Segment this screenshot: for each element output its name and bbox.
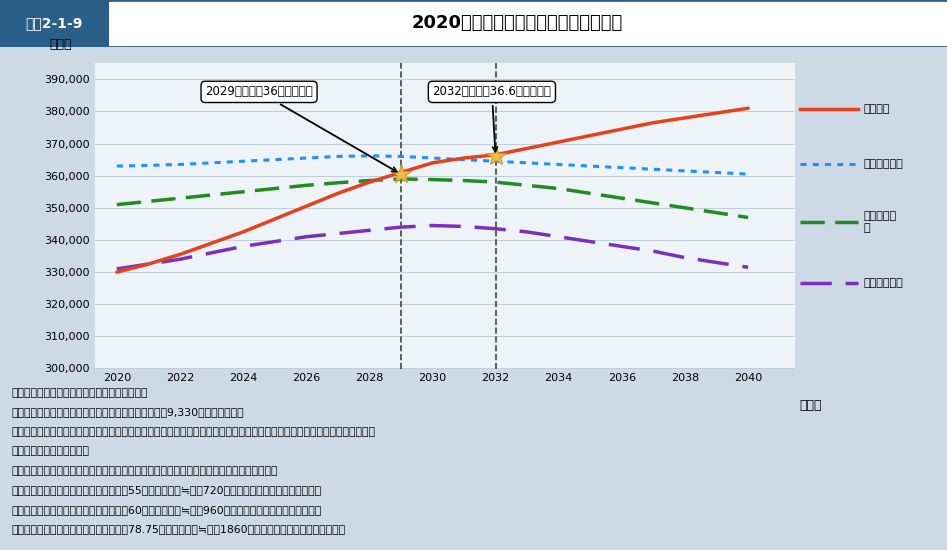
Text: 需要ケース３: 需要ケース３ [864, 278, 903, 288]
Text: 需要ケース１: 需要ケース１ [864, 159, 903, 169]
Text: ・ケース３（労働時間を週78.75時間に制限等≒年間1860時間の時間外・休日労働に相当）: ・ケース３（労働時間を週78.75時間に制限等≒年間1860時間の時間外・休日労… [11, 524, 346, 534]
Text: 2029年頃に約36万人で均衡: 2029年頃に約36万人で均衡 [205, 85, 397, 172]
Text: 資料：厚生労働省医政局医事課において作成。: 資料：厚生労働省医政局医事課において作成。 [11, 388, 148, 398]
Text: （注）　供給推計　今後の医学部定員を令和２年度の9,330人として推計。: （注） 供給推計 今後の医学部定員を令和２年度の9,330人として推計。 [11, 408, 244, 417]
Text: 需要ケース
２: 需要ケース ２ [864, 211, 897, 233]
Text: 仕事量換算した。: 仕事量換算した。 [11, 447, 89, 456]
Text: ・ケース１（労働時間を週55時間に制限等≒年間720時間の時間外・休日労働に相当）: ・ケース１（労働時間を週55時間に制限等≒年間720時間の時間外・休日労働に相当… [11, 485, 321, 495]
Text: 2032年頃に約36.6万人で均衡: 2032年頃に約36.6万人で均衡 [433, 85, 551, 152]
Text: 供給推計: 供給推計 [864, 104, 890, 114]
Text: 需要推計　労働時間、業務の効率化、受療率等、一定の幅を持って推計を行った。: 需要推計 労働時間、業務の効率化、受療率等、一定の幅を持って推計を行った。 [11, 466, 277, 476]
Text: 2020（令和２）年度　医師の需給推計: 2020（令和２）年度 医師の需給推計 [412, 14, 623, 32]
Text: 図表2-1-9: 図表2-1-9 [26, 16, 83, 30]
Text: （人）: （人） [49, 38, 72, 51]
Text: 性年齢階級別に異なる勤務時間を考慮するため、全体の平均勤務時間と性年齢階級別の勤務時間の比を仕事率とし、: 性年齢階級別に異なる勤務時間を考慮するため、全体の平均勤務時間と性年齢階級別の勤… [11, 427, 375, 437]
Text: （年）: （年） [799, 399, 821, 412]
Bar [0, 0, 109, 47]
Text: ・ケース２（労働時間を週60時間に制限等≒年間960時間の時間外・休日労働に相当）: ・ケース２（労働時間を週60時間に制限等≒年間960時間の時間外・休日労働に相当… [11, 505, 322, 515]
